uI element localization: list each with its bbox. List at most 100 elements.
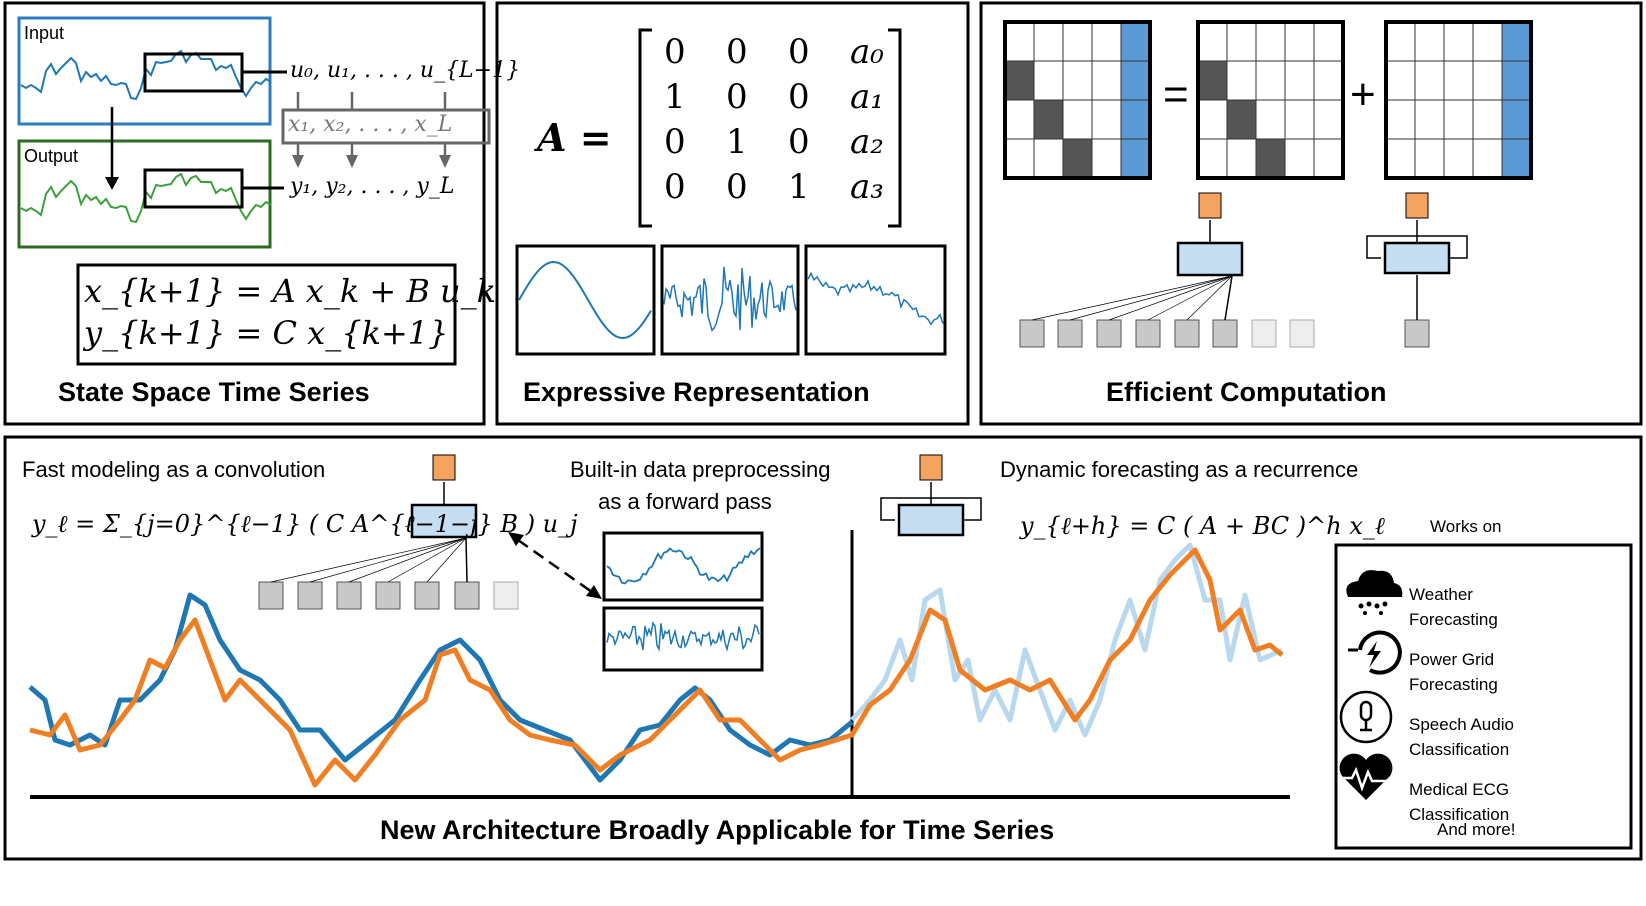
application-item: Medical ECG Classification [1409,777,1509,827]
weather-icon [1346,570,1403,615]
grid-cell [1226,21,1257,62]
recur-heading: Dynamic forecasting as a recurrence [1000,457,1359,482]
input-token [297,581,323,610]
grid-cell [1062,138,1093,179]
state-box [281,108,491,145]
grid-cell [1004,60,1035,101]
grid-cell [1091,21,1122,62]
grid-cell [1197,99,1228,140]
grid-cell [1414,138,1445,179]
matrix-cell: 0 [726,32,748,72]
input-token [1135,319,1161,348]
panel-expressive [495,1,970,426]
grid-cell [1472,138,1503,179]
application-line2: Classification [1409,805,1510,824]
connector [426,537,467,583]
grid-cell [1443,138,1474,179]
grid-cell [1385,99,1416,140]
dashed-double-arrow [517,538,593,594]
grid-cell [1004,99,1035,140]
history-series [28,592,854,783]
grid-cell [1414,21,1445,62]
input-token [1212,319,1238,348]
grid-cell [1255,99,1286,140]
grid-cell [1062,99,1093,140]
grid-cell [1385,138,1416,179]
application-line1: Weather [1409,585,1473,604]
bottom-title: New Architecture Broadly Applicable for … [380,815,1055,845]
grid-cell [1120,21,1151,62]
matrix-cell: 0 [788,122,810,162]
input-window [143,52,244,93]
matrix-grid [1196,20,1345,180]
input-token [258,581,284,610]
input-token [414,581,440,610]
grid-cell [1197,138,1228,179]
connector [387,537,467,583]
grid-cell [1472,21,1503,62]
output-token [1198,192,1222,219]
grid-cell [1385,60,1416,101]
preprocessed-noise [606,621,760,653]
output-token [1405,192,1429,219]
grid-cell [1062,60,1093,101]
plus-sign: + [1350,70,1376,119]
input-sequence: u₀, u₁, . . . , u_{L−1} [290,58,521,83]
and-more-label: And more! [1437,820,1516,839]
connector [1186,275,1233,321]
state-equation: x_{k+1} = A x_k + B u_k [84,272,497,310]
recurrence-loop [1366,235,1468,259]
input-label: Input [24,23,65,43]
preprocess-heading: Built-in data preprocessing as a forward … [570,457,830,515]
matrix-grid [1384,20,1533,180]
sine-wave [518,261,652,339]
works-on-label: Works on [1430,517,1502,536]
input-token [1057,319,1083,348]
grid-cell [1120,60,1151,101]
grid-cell [1033,21,1064,62]
output-sequence: y₁, y₂, . . . , y_L [290,174,455,199]
grid-cell [1443,21,1474,62]
grid-cell [1120,138,1151,179]
output-token [919,454,943,481]
input-token [336,581,362,610]
grid-cell [1226,138,1257,179]
grid-cell [1226,99,1257,140]
grid-cell [1313,99,1344,140]
applications-box [1334,543,1633,850]
matrix-cell: 0 [726,167,748,207]
application-line1: Power Grid [1409,650,1495,669]
matrix-grid [1003,20,1152,180]
grid-cell [1091,99,1122,140]
grid-cell [1501,138,1532,179]
application-item: Speech Audio Classification [1409,712,1514,762]
grid-cell [1033,99,1064,140]
input-token [1096,319,1122,348]
connector [309,537,467,583]
grid-cell [1313,60,1344,101]
grid-cell [1120,99,1151,140]
matrix-cell: 1 [726,122,748,162]
grid-cell [1255,138,1286,179]
output-box [17,139,272,249]
grid-cell [1091,60,1122,101]
application-line1: Medical ECG [1409,780,1510,799]
grid-cell [1004,21,1035,62]
connector [465,537,468,583]
matrix-cell: a₂ [850,122,884,162]
output-equation: y_{k+1} = C x_{k+1} [84,314,449,352]
grid-cell [1313,21,1344,62]
grid-cell [1255,60,1286,101]
trend-wave [807,271,944,326]
matrix-cell: 0 [788,32,810,72]
state-sequence: x₁, x₂, . . . , x_L [288,112,453,137]
matrix-cell: 0 [726,77,748,117]
matrix-cell: 1 [788,167,810,207]
conv-heading: Fast modeling as a convolution [22,457,326,482]
input-token [375,581,401,610]
grid-cell [1004,138,1035,179]
panel-title: Expressive Representation [523,377,870,407]
conv-formula: y_ℓ = Σ_{j=0}^{ℓ−1} ( C A^{ℓ−1−j} B ) u_… [32,510,578,538]
input-token [1019,319,1045,348]
